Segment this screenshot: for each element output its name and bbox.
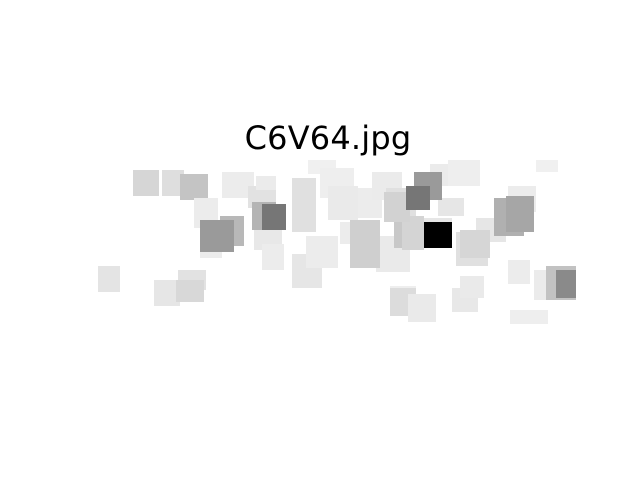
pixel-block xyxy=(508,260,530,284)
pixel-block xyxy=(180,174,208,200)
pixel-block xyxy=(350,220,380,268)
pixel-block xyxy=(133,170,159,196)
pixel-block xyxy=(384,192,410,222)
pixel-block xyxy=(402,216,424,250)
pixel-block xyxy=(176,280,204,302)
pixel-block xyxy=(328,186,358,220)
pixel-block xyxy=(424,220,452,248)
pixel-block xyxy=(262,204,286,230)
pixel-block xyxy=(536,160,558,172)
pixel-block xyxy=(424,218,452,222)
pixel-block xyxy=(460,230,490,258)
pixel-block xyxy=(262,244,284,270)
pixel-block xyxy=(162,170,184,196)
pixel-block xyxy=(200,220,234,252)
pixel-block xyxy=(506,196,534,232)
pixel-block xyxy=(406,186,430,210)
pixel-block xyxy=(556,270,576,298)
image-title: C6V64.jpg xyxy=(244,119,412,157)
pixel-block xyxy=(306,236,338,268)
pixel-block xyxy=(154,280,180,306)
pixel-block xyxy=(98,266,120,292)
pixel-block xyxy=(460,276,484,298)
displayed-image xyxy=(96,158,576,326)
pixel-block xyxy=(438,198,464,216)
pixel-block xyxy=(256,176,276,190)
noise-pattern-image xyxy=(98,160,576,324)
pixel-block xyxy=(408,294,436,322)
pixel-block xyxy=(448,160,480,186)
pixel-block xyxy=(292,178,316,232)
pixel-block xyxy=(510,310,548,324)
